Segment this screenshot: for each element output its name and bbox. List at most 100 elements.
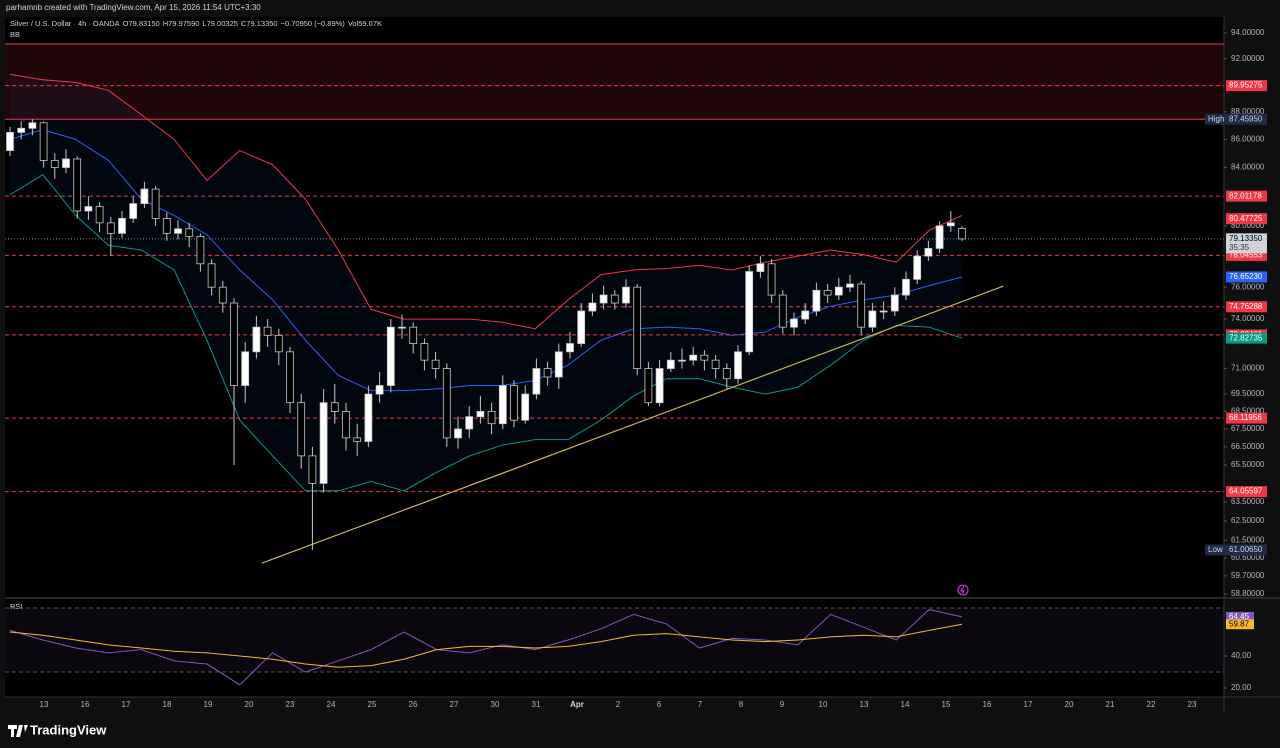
- level-label: 80.47725: [1229, 214, 1263, 223]
- legend-item: H79.97590: [163, 19, 200, 28]
- candle-body: [857, 283, 866, 328]
- level-label-box: [1226, 213, 1267, 225]
- candle-body: [140, 188, 149, 205]
- rsi-tick-label: 40.00: [1231, 651, 1252, 660]
- x-tick-label: 16: [81, 700, 90, 709]
- legend-item: O79.83150: [123, 19, 160, 28]
- candle-body: [129, 203, 138, 219]
- candle-body: [364, 393, 373, 442]
- x-tick-label: 27: [450, 700, 459, 709]
- candle-body: [868, 310, 877, 328]
- rsi-pane: [5, 599, 1224, 697]
- legend-item: −0.70950 (−0.89%): [281, 19, 346, 28]
- level-label: 78.04553: [1229, 251, 1263, 260]
- candle-body: [28, 122, 37, 129]
- x-tick-label: 20: [1065, 700, 1074, 709]
- candle-body: [566, 343, 574, 353]
- candle-body: [935, 225, 944, 249]
- candle-body: [353, 437, 362, 442]
- candle-body: [39, 122, 48, 161]
- candle-body: [487, 411, 496, 425]
- x-tick-label: 23: [1188, 700, 1197, 709]
- candle-body: [207, 263, 216, 288]
- y-tick-label: 74.00000: [1231, 314, 1265, 323]
- level-label: 64.05597: [1229, 487, 1263, 496]
- x-tick-label: 15: [942, 700, 951, 709]
- candle-body: [465, 416, 474, 430]
- extreme-name: Low: [1208, 545, 1223, 554]
- candle-body: [398, 326, 406, 329]
- x-tick-label: 13: [40, 700, 49, 709]
- level-label: 76.65230: [1229, 272, 1263, 281]
- y-tick-label: 61.50000: [1231, 535, 1265, 544]
- candle-body: [274, 334, 283, 353]
- x-tick-label: 10: [819, 700, 828, 709]
- level-label: 89.95275: [1229, 81, 1263, 90]
- candle-body: [543, 368, 552, 378]
- x-tick-label: 22: [1147, 700, 1156, 709]
- candle-body: [50, 160, 59, 168]
- legend-item: L79.00325: [202, 19, 237, 28]
- candle-body: [17, 127, 26, 133]
- level-label: 82.01178: [1229, 191, 1262, 200]
- candle-body: [633, 286, 642, 369]
- level-label: 72.82735: [1229, 333, 1263, 342]
- trendline: [261, 285, 1004, 564]
- candle-body: [442, 368, 451, 439]
- x-tick-label: 31: [532, 700, 541, 709]
- band-fill: [10, 74, 962, 491]
- level-label: 74.76288: [1229, 302, 1263, 311]
- candle-body: [678, 359, 686, 362]
- y-tick-label: 94.00000: [1231, 28, 1265, 37]
- y-tick-label: 68.50000: [1231, 407, 1265, 416]
- level-label-box: [1226, 332, 1267, 344]
- candle-body: [890, 294, 899, 312]
- candle-body: [521, 393, 530, 421]
- candle-body: [162, 217, 171, 234]
- level-label-box: [1226, 301, 1267, 313]
- candle-body: [588, 302, 597, 312]
- legend-item: Vol59.07K: [348, 19, 382, 28]
- candle-body: [297, 402, 306, 457]
- candle-body: [319, 402, 328, 484]
- y-tick-label: 76.00000: [1231, 282, 1265, 291]
- candle-body: [745, 271, 754, 353]
- x-tick-label: 8: [739, 700, 744, 709]
- extreme-name: High: [1208, 114, 1224, 123]
- candle-body: [823, 289, 832, 296]
- candle-body: [95, 206, 104, 224]
- candle-body: [330, 402, 339, 412]
- bollinger-band: [9, 173, 963, 492]
- candle-body: [734, 351, 742, 380]
- candle-body: [644, 368, 653, 404]
- rsi-label-box: [1226, 611, 1254, 622]
- candle-body: [879, 310, 888, 313]
- candle-body: [756, 263, 765, 272]
- rsi-line: [9, 623, 963, 668]
- level-label-box: [1226, 190, 1267, 202]
- resistance-zone: [5, 43, 1224, 120]
- level-label-box: [1226, 486, 1267, 498]
- candle-body: [655, 368, 664, 404]
- candle-body: [722, 368, 731, 380]
- candle-body: [375, 385, 384, 395]
- y-tick-label: 67.50000: [1231, 424, 1265, 433]
- x-tick-label: 14: [901, 700, 910, 709]
- level-label-box: [1226, 412, 1267, 424]
- candle-body: [230, 302, 238, 386]
- candle-body: [599, 294, 608, 304]
- candle-body: [431, 359, 440, 369]
- candle-body: [834, 286, 843, 296]
- candle-body: [498, 385, 507, 425]
- candle-body: [73, 158, 82, 212]
- rsi-label: 64.45: [1229, 612, 1250, 621]
- level-label-box: [1226, 271, 1267, 283]
- candle-body: [790, 318, 798, 328]
- rsi-tick-label: 20.00: [1231, 683, 1252, 692]
- candle-body: [610, 294, 619, 304]
- candle-body: [902, 278, 910, 296]
- candle-body: [118, 217, 126, 234]
- candle-body: [778, 294, 787, 328]
